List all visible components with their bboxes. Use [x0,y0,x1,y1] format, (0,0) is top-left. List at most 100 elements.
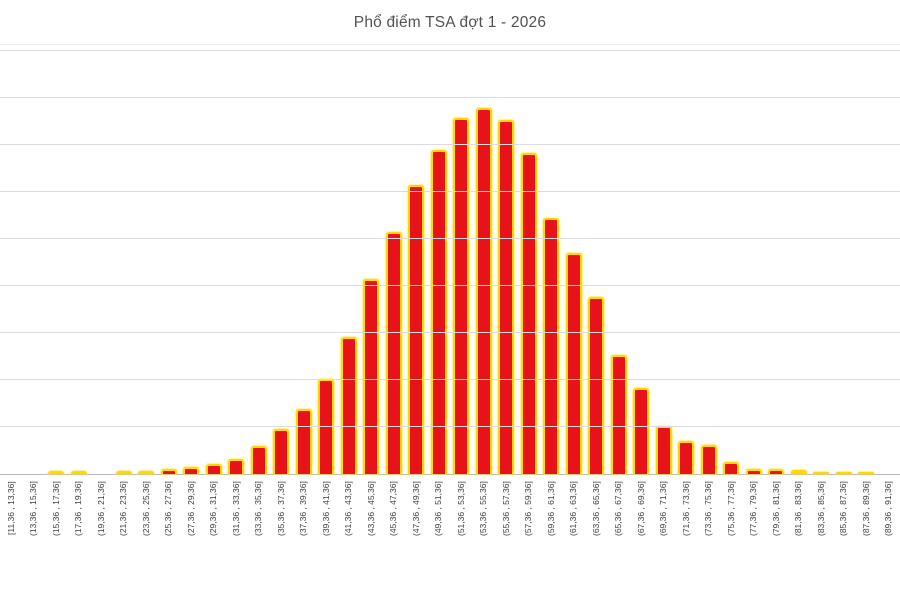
bar-slot [23,43,46,474]
histogram-bar [205,464,222,474]
bar-slot [270,43,293,474]
x-axis-label: (41,36 , 43,36] [343,481,354,536]
gridline [0,97,900,98]
x-axis-label: (77,36 , 79,36] [748,481,759,536]
bar-slot [0,43,23,474]
bar-slot [833,43,856,474]
bar-slot [878,43,900,474]
x-axis-label: (51,36 , 53,36] [455,481,466,536]
gridline [0,285,900,286]
bar-slot [428,43,451,474]
x-axis-label: (53,36 , 55,36] [478,481,489,536]
x-axis-label: (21,36 , 23,36] [118,481,129,536]
bar-slot [338,43,361,474]
histogram-bar [768,469,785,474]
x-axis-label: (37,36 , 39,36] [298,481,309,536]
bar-slot [675,43,698,474]
bar-slot [68,43,91,474]
x-axis-label: (83,36 , 85,36] [815,481,826,536]
histogram-bar [633,388,650,474]
bar-slot [180,43,203,474]
histogram-bar [790,470,807,474]
bar-slot [495,43,518,474]
x-axis-label: (29,36 , 31,36] [208,481,219,536]
x-axis-label: (87,36 , 89,36] [860,481,871,536]
histogram-bar [723,462,740,474]
histogram-bar [408,185,425,474]
histogram-bar [678,441,695,474]
bar-slot [248,43,271,474]
bar-slot [293,43,316,474]
gridline [0,144,900,145]
histogram-bar [273,429,290,474]
x-axis-label: (55,36 , 57,36] [500,481,511,536]
histogram-bar [543,218,560,474]
bar-slot [225,43,248,474]
bars-row [0,43,900,474]
x-axis-label: [11,36 , 13,36] [5,481,16,535]
bar-slot [788,43,811,474]
x-axis-label: (35,36 , 37,36] [275,481,286,536]
x-axis-label: (81,36 , 83,36] [793,481,804,536]
x-axis-label: (47,36 , 49,36] [410,481,421,536]
chart-title: Phổ điểm TSA đợt 1 - 2026 [353,14,547,31]
x-axis-label: (89,36 , 91,36] [883,481,894,536]
x-axis-label: (43,36 , 45,36] [365,481,376,536]
x-axis-label: (73,36 , 75,36] [703,481,714,536]
bar-slot [518,43,541,474]
bar-slot [405,43,428,474]
x-axis-label: (25,36 , 27,36] [163,481,174,536]
histogram-bar [48,471,65,474]
histogram-bar [363,279,380,474]
bar-slot [203,43,226,474]
x-axis-label: (27,36 , 29,36] [185,481,196,536]
x-axis-label: (57,36 , 59,36] [523,481,534,536]
histogram-bar [385,232,402,474]
histogram-bar [340,337,357,474]
histogram-bar [565,253,582,474]
histogram-bar [475,108,492,474]
x-axis-label: (71,36 , 73,36] [680,481,691,536]
bar-slot [113,43,136,474]
bar-slot [630,43,653,474]
x-axis-label: (79,36 , 81,36] [770,481,781,536]
gridline [0,426,900,427]
x-axis-label: (69,36 , 71,36] [658,481,669,536]
x-axis-label: (49,36 , 51,36] [433,481,444,536]
gridline [0,238,900,239]
x-axis-label: (45,36 , 47,36] [388,481,399,536]
bar-slot [158,43,181,474]
histogram-bar [115,471,132,474]
x-axis-label: (85,36 , 87,36] [838,481,849,536]
histogram-bar [70,471,87,474]
bar-slot [585,43,608,474]
histogram-bar [250,446,267,474]
bar-slot [90,43,113,474]
histogram-bar [745,469,762,474]
x-axis-labels: [11,36 , 13,36] (13,36 , 15,36] (15,36 , 1… [0,481,900,595]
bar-slot [765,43,788,474]
x-axis-label: (65,36 , 67,36] [613,481,624,536]
histogram-bar [700,445,717,474]
histogram-bar [453,118,470,474]
x-axis-label: (15,36 , 17,36] [50,481,61,536]
bar-slot [720,43,743,474]
histogram-bar [295,409,312,474]
bar-slot [743,43,766,474]
bar-slot [540,43,563,474]
bar-slot [653,43,676,474]
bar-slot [45,43,68,474]
x-axis-label: (31,36 , 33,36] [230,481,241,536]
gridline [0,191,900,192]
x-axis-label: (39,36 , 41,36] [320,481,331,536]
bar-slot [855,43,878,474]
histogram-bar [138,471,155,474]
x-axis-label: (61,36 , 63,36] [568,481,579,536]
histogram-bar [655,426,672,474]
gridline [0,50,900,51]
bar-slot [315,43,338,474]
bar-slot [360,43,383,474]
bar-slot [383,43,406,474]
histogram-bar [160,469,177,474]
